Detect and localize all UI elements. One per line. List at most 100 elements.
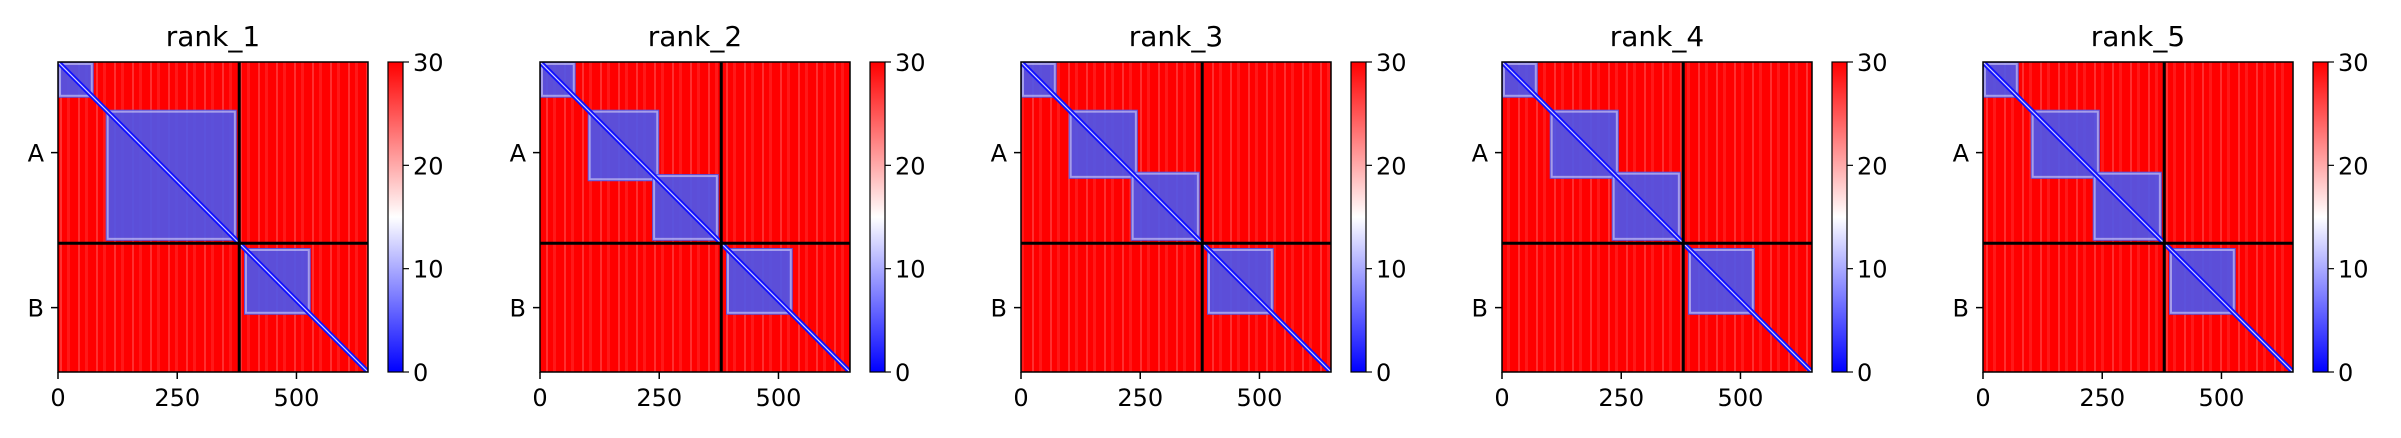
heatmap bbox=[58, 62, 368, 372]
chain-label: A bbox=[510, 140, 527, 168]
domain-block-edge bbox=[1022, 63, 1056, 97]
chain-label: B bbox=[991, 295, 1007, 323]
colorbar-tick-label: 0 bbox=[1857, 359, 1872, 387]
plot-frame bbox=[57, 61, 369, 373]
domain-block-edge bbox=[653, 175, 718, 240]
colorbar-tick-label: 30 bbox=[895, 49, 926, 77]
x-tick-label: 500 bbox=[756, 384, 802, 412]
domain-block-edge bbox=[106, 110, 236, 240]
domain-block-edge bbox=[245, 249, 310, 314]
colorbar-tick-label: 10 bbox=[1376, 256, 1407, 284]
panel-2: rank_2 0 250 500 A B 0 10 20 30 bbox=[510, 20, 926, 412]
colorbar-tick-label: 20 bbox=[2338, 152, 2369, 180]
domain-block-edge bbox=[1612, 172, 1680, 240]
x-tick-label: 0 bbox=[1975, 384, 1990, 412]
colorbar bbox=[1351, 62, 1366, 372]
colorbar-tick-label: 10 bbox=[1857, 256, 1888, 284]
colorbar bbox=[870, 62, 885, 372]
x-tick-label: 250 bbox=[2079, 384, 2125, 412]
panel-title: rank_3 bbox=[1129, 20, 1223, 53]
domain-block-edge bbox=[1208, 249, 1273, 314]
chain-label: A bbox=[991, 140, 1008, 168]
plot-frame bbox=[1982, 61, 2294, 373]
colorbar-frame bbox=[1831, 61, 1848, 373]
domain-block-edge bbox=[2031, 110, 2099, 178]
x-tick-label: 250 bbox=[1598, 384, 1644, 412]
colorbar-frame bbox=[1350, 61, 1367, 373]
heatmap bbox=[1502, 62, 1812, 372]
panel-title: rank_2 bbox=[648, 20, 742, 53]
colorbar-tick-label: 20 bbox=[1376, 152, 1407, 180]
colorbar-tick-label: 0 bbox=[895, 359, 910, 387]
colorbar bbox=[2313, 62, 2328, 372]
heatmap bbox=[1021, 62, 1331, 372]
colorbar-tick-label: 10 bbox=[413, 256, 444, 284]
domain-block-edge bbox=[59, 63, 93, 97]
panel-5: rank_5 0 250 500 A B 0 10 20 30 bbox=[1953, 20, 2369, 412]
domain-block-edge bbox=[2093, 172, 2161, 240]
x-tick-label: 500 bbox=[274, 384, 320, 412]
x-tick-label: 0 bbox=[532, 384, 547, 412]
panel-3: rank_3 0 250 500 A B 0 10 20 30 bbox=[991, 20, 1407, 412]
panels-group: rank_1 0 250 500 A B 0 10 20 30 rank_2 0 250 500 A B 0 10… bbox=[28, 20, 2369, 412]
colorbar-frame bbox=[869, 61, 886, 373]
colorbar-tick-label: 20 bbox=[895, 152, 926, 180]
x-tick-label: 0 bbox=[50, 384, 65, 412]
panel-4: rank_4 0 250 500 A B 0 10 20 30 bbox=[1472, 20, 1888, 412]
x-tick-label: 500 bbox=[1718, 384, 1764, 412]
domain-block-edge bbox=[1069, 110, 1137, 178]
diagonal-highlight bbox=[540, 62, 850, 372]
domain-block-edge bbox=[1689, 249, 1754, 314]
domain-block-edge bbox=[1984, 63, 2018, 97]
x-tick-label: 0 bbox=[1013, 384, 1028, 412]
colorbar-tick-label: 0 bbox=[1376, 359, 1391, 387]
domain-block-edge bbox=[1550, 110, 1618, 178]
diagonal-highlight bbox=[58, 62, 368, 372]
colorbar bbox=[388, 62, 403, 372]
plot-frame bbox=[539, 61, 851, 373]
domain-block-edge bbox=[2170, 249, 2235, 314]
domain-block-edge bbox=[1503, 63, 1537, 97]
colorbar-tick-label: 20 bbox=[1857, 152, 1888, 180]
panel-1: rank_1 0 250 500 A B 0 10 20 30 bbox=[28, 20, 444, 412]
x-tick-label: 0 bbox=[1494, 384, 1509, 412]
plot-frame bbox=[1501, 61, 1813, 373]
colorbar-tick-label: 30 bbox=[413, 49, 444, 77]
x-tick-label: 500 bbox=[2199, 384, 2245, 412]
colorbar-tick-label: 20 bbox=[413, 152, 444, 180]
diagonal-highlight bbox=[1502, 62, 1812, 372]
colorbar-tick-label: 30 bbox=[1376, 49, 1407, 77]
heatmap bbox=[540, 62, 850, 372]
colorbar-tick-label: 0 bbox=[413, 359, 428, 387]
domain-block-edge bbox=[588, 110, 659, 181]
panel-title: rank_4 bbox=[1610, 20, 1704, 53]
colorbar-frame bbox=[387, 61, 404, 373]
chain-label: B bbox=[510, 295, 526, 323]
diagonal-highlight bbox=[1983, 62, 2293, 372]
plot-frame bbox=[1020, 61, 1332, 373]
x-tick-label: 250 bbox=[154, 384, 200, 412]
chain-label: B bbox=[1472, 295, 1488, 323]
chain-label: A bbox=[28, 140, 45, 168]
diagonal-highlight bbox=[1021, 62, 1331, 372]
colorbar bbox=[1832, 62, 1847, 372]
panel-title: rank_1 bbox=[166, 20, 260, 53]
x-tick-label: 250 bbox=[636, 384, 682, 412]
domain-block-edge bbox=[541, 63, 575, 97]
chain-label: A bbox=[1472, 140, 1489, 168]
x-tick-label: 500 bbox=[1237, 384, 1283, 412]
panel-title: rank_5 bbox=[2091, 20, 2185, 53]
chain-label: A bbox=[1953, 140, 1970, 168]
chain-label: B bbox=[1953, 295, 1969, 323]
chain-label: B bbox=[28, 295, 44, 323]
colorbar-frame bbox=[2312, 61, 2329, 373]
x-tick-label: 250 bbox=[1117, 384, 1163, 412]
colorbar-tick-label: 0 bbox=[2338, 359, 2353, 387]
colorbar-tick-label: 30 bbox=[1857, 49, 1888, 77]
domain-block-edge bbox=[727, 249, 792, 314]
domain-block-edge bbox=[1131, 172, 1199, 240]
colorbar-tick-label: 30 bbox=[2338, 49, 2369, 77]
colorbar-tick-label: 10 bbox=[895, 256, 926, 284]
heatmap bbox=[1983, 62, 2293, 372]
